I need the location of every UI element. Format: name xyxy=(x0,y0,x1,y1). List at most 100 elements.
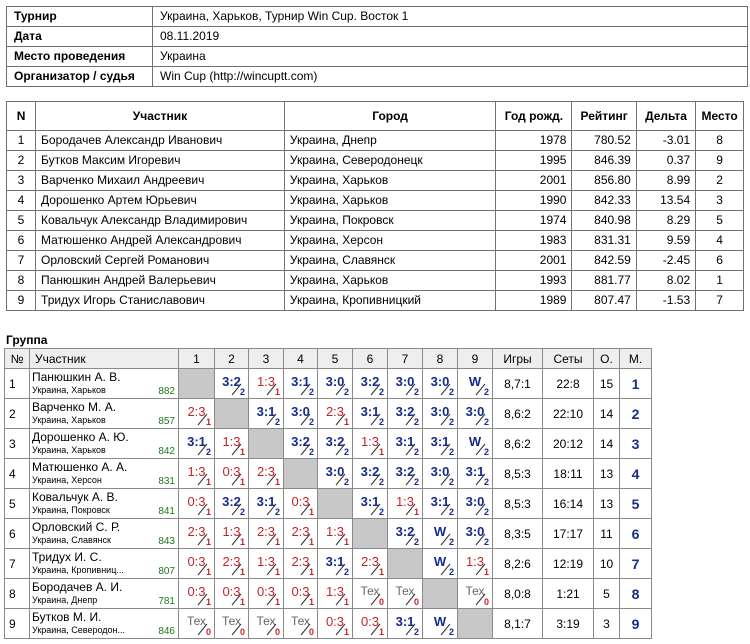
match-result: 3:0 2 xyxy=(423,369,457,398)
match-cell: 0:3 1 xyxy=(178,488,215,519)
match-points: 2 xyxy=(448,537,454,547)
slash-mark xyxy=(231,473,242,486)
group-points: 11 xyxy=(593,518,620,549)
slash-mark xyxy=(300,563,311,576)
match-points: 2 xyxy=(274,417,280,427)
info-row: Турнир Украина, Харьков, Турнир Win Cup. … xyxy=(6,6,748,27)
participant-cell: 9.59 xyxy=(635,230,697,251)
match-points: 2 xyxy=(413,387,419,397)
match-points: 1 xyxy=(343,627,349,637)
match-result: 3:2 2 xyxy=(318,429,352,458)
slash-mark xyxy=(370,383,381,396)
match-result: 3:1 2 xyxy=(249,489,283,518)
match-score: 2:3 xyxy=(325,404,345,419)
group-row-num: 5 xyxy=(4,488,30,519)
match-cell: 1:3 1 xyxy=(214,428,249,459)
participant-row: 9 Тридух Игорь Станиславович Украина, Кроп… xyxy=(5,290,744,311)
match-cell: 1:3 1 xyxy=(457,548,493,579)
slash-mark xyxy=(440,503,451,516)
match-score: Тех xyxy=(221,614,242,628)
diagonal-cell xyxy=(283,458,318,489)
match-result: 3:0 2 xyxy=(388,369,422,398)
match-result: 3:1 2 xyxy=(353,489,387,518)
slash-mark xyxy=(370,413,381,426)
match-points: 2 xyxy=(448,507,454,517)
match-result: 3:0 2 xyxy=(458,519,492,548)
match-points: 1 xyxy=(308,507,314,517)
group-place: 8 xyxy=(619,578,652,609)
match-score: 3:1 xyxy=(395,614,415,629)
participant-cell: 4 xyxy=(5,190,37,211)
match-cell: 0:3 1 xyxy=(178,548,215,579)
group-participant: Бутков М. И. Украина, Северодон... 846 xyxy=(29,608,179,639)
match-result: Тех 0 xyxy=(284,609,317,638)
match-points: 1 xyxy=(239,447,245,457)
match-score: Тех xyxy=(186,614,207,628)
match-cell: 1:3 1 xyxy=(317,578,353,609)
group-sets: 20:12 xyxy=(542,428,594,459)
slash-mark xyxy=(266,623,277,636)
slash-mark xyxy=(370,623,381,636)
match-score: 0:3 xyxy=(325,614,345,629)
slash-mark xyxy=(405,413,416,426)
match-cell: 1:3 1 xyxy=(248,548,284,579)
match-score: 3:0 xyxy=(465,404,485,419)
slash-mark xyxy=(231,623,242,636)
participant-cell: 5 xyxy=(5,210,37,231)
match-points: 0 xyxy=(308,627,314,637)
group-header-points: О. xyxy=(593,348,620,369)
group-header-col: 2 xyxy=(214,348,249,369)
match-points: 2 xyxy=(239,507,245,517)
match-result: 3:2 2 xyxy=(215,489,248,518)
match-score: 3:0 xyxy=(430,404,450,419)
match-score: 1:3 xyxy=(256,554,276,569)
match-score: Тех xyxy=(256,614,276,628)
participant-cell: 6 xyxy=(695,250,744,271)
match-cell: 2:3 1 xyxy=(352,548,388,579)
match-score: 3:2 xyxy=(395,464,415,479)
group-row-num: 7 xyxy=(4,548,30,579)
participant-cell: 1983 xyxy=(495,230,573,251)
match-result: 3:0 2 xyxy=(423,399,457,428)
participant-cell: 5 xyxy=(695,210,744,231)
match-points: 2 xyxy=(308,417,314,427)
group-games: 8,6:2 xyxy=(492,428,543,459)
slash-mark xyxy=(475,413,486,426)
match-score: 3:0 xyxy=(465,524,485,539)
group-games: 8,5:3 xyxy=(492,458,543,489)
diagonal-cell xyxy=(422,578,458,609)
match-cell: Тех 0 xyxy=(457,578,493,609)
match-score: 3:0 xyxy=(325,464,345,479)
match-cell: 1:3 1 xyxy=(387,488,423,519)
group-header-participant: Участник xyxy=(29,348,179,369)
match-score: 3:0 xyxy=(465,494,485,509)
match-score: 3:2 xyxy=(325,434,345,449)
match-cell: 0:3 1 xyxy=(283,578,318,609)
match-score: 3:0 xyxy=(430,374,450,389)
participant-cell: 881.77 xyxy=(571,270,637,291)
match-cell: 3:0 2 xyxy=(422,398,458,429)
match-score: 3:1 xyxy=(325,554,345,569)
match-result: Тех 0 xyxy=(388,579,422,608)
participants-header: Город xyxy=(283,101,497,131)
participant-cell: Варченко Михаил Андреевич xyxy=(35,170,285,191)
match-points: 1 xyxy=(205,417,211,427)
group-games: 8,1:7 xyxy=(492,608,543,639)
match-result: 0:3 1 xyxy=(318,609,352,638)
match-points: 1 xyxy=(308,537,314,547)
match-points: 1 xyxy=(239,477,245,487)
slash-mark xyxy=(300,443,311,456)
participant-cell: 846.39 xyxy=(571,150,637,171)
match-cell: 3:2 2 xyxy=(283,428,318,459)
match-cell: 1:3 1 xyxy=(214,518,249,549)
match-points: 2 xyxy=(448,627,454,637)
participant-city: Украина, Харьков xyxy=(32,385,106,395)
match-score: 3:1 xyxy=(430,494,450,509)
participant-cell: Украина, Харьков xyxy=(283,190,497,211)
match-cell: 0:3 1 xyxy=(248,578,284,609)
match-points: 2 xyxy=(448,447,454,457)
group-row-num: 4 xyxy=(4,458,30,489)
match-score: Тех xyxy=(395,584,415,598)
match-points: 0 xyxy=(483,597,489,607)
participant-cell: 842.59 xyxy=(571,250,637,271)
